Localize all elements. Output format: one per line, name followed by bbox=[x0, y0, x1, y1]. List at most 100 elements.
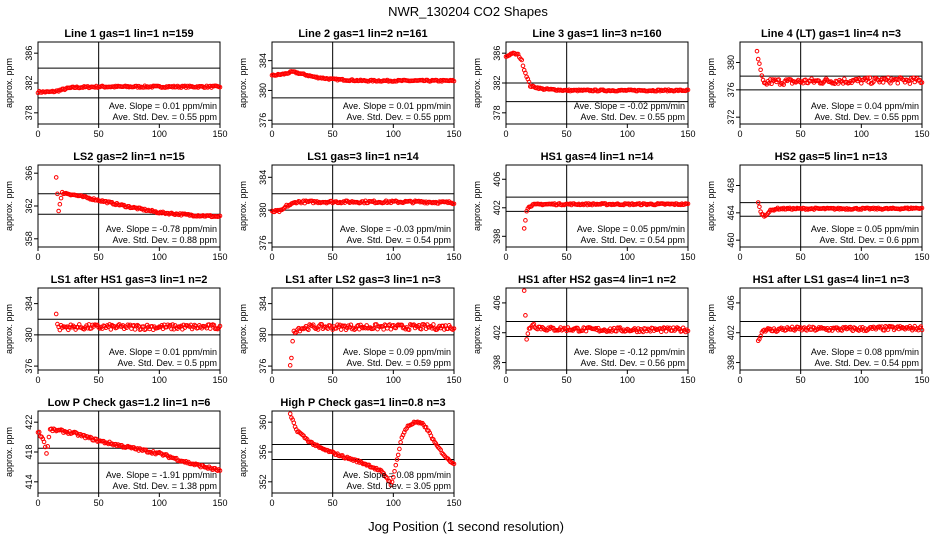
y-tick-label: 406 bbox=[492, 295, 502, 310]
panel-14: High P Check gas=1 lin=0.8 n=3 0 50 100 150 3… bbox=[238, 397, 462, 508]
data-point bbox=[855, 78, 860, 84]
data-point bbox=[169, 326, 174, 332]
data-point bbox=[57, 327, 63, 333]
y-axis-label: approx. ppm bbox=[472, 58, 482, 108]
data-point bbox=[919, 80, 925, 85]
data-point bbox=[888, 80, 893, 86]
x-tick-label: 50 bbox=[796, 129, 806, 139]
panel-title: HS1 gas=4 lin=1 n=14 bbox=[541, 151, 655, 163]
std-dev-annotation: Ave. Std. Dev. = 1.38 ppm bbox=[113, 481, 217, 491]
y-axis-label: approx. ppm bbox=[4, 427, 14, 477]
x-tick-label: 50 bbox=[328, 498, 338, 508]
data-point bbox=[451, 201, 457, 207]
std-dev-annotation: Ave. Std. Dev. = 0.5 ppm bbox=[118, 358, 217, 368]
data-point bbox=[289, 355, 294, 361]
y-tick-label: 380 bbox=[258, 327, 268, 342]
std-dev-annotation: Ave. Std. Dev. = 0.88 ppm bbox=[113, 235, 217, 245]
x-tick-label: 150 bbox=[446, 375, 461, 385]
data-point bbox=[167, 322, 173, 328]
x-tick-label: 50 bbox=[328, 375, 338, 385]
data-point bbox=[525, 331, 531, 336]
data-point bbox=[392, 468, 397, 474]
y-tick-label: 362 bbox=[24, 198, 34, 213]
y-tick-label: 380 bbox=[24, 327, 34, 342]
data-point bbox=[301, 433, 306, 438]
data-point bbox=[759, 73, 765, 78]
y-tick-label: 384 bbox=[258, 53, 268, 68]
slope-annotation: Ave. Slope = 0.08 ppm/min bbox=[811, 347, 919, 357]
y-tick-label: 384 bbox=[258, 170, 268, 185]
data-point bbox=[685, 87, 691, 93]
panel-title: LS2 gas=2 lin=1 n=15 bbox=[73, 151, 185, 163]
data-point bbox=[521, 288, 527, 293]
y-tick-label: 366 bbox=[24, 166, 34, 181]
y-axis-label: approx. ppm bbox=[4, 181, 14, 231]
data-point bbox=[685, 201, 691, 207]
x-tick-label: 150 bbox=[446, 129, 461, 139]
x-tick-label: 0 bbox=[737, 375, 742, 385]
panel-1: Line 1 gas=1 lin=1 n=159 0 50 100 150 378 382 3… bbox=[4, 28, 228, 139]
y-tick-label: 418 bbox=[24, 444, 34, 459]
x-tick-label: 150 bbox=[212, 375, 227, 385]
x-tick-label: 0 bbox=[503, 129, 508, 139]
std-dev-annotation: Ave. Std. Dev. = 0.55 ppm bbox=[815, 112, 919, 122]
y-tick-label: 356 bbox=[258, 444, 268, 459]
data-point bbox=[894, 76, 899, 82]
x-tick-label: 100 bbox=[386, 498, 401, 508]
data-point bbox=[880, 80, 886, 85]
x-tick-label: 0 bbox=[269, 375, 274, 385]
data-point bbox=[290, 338, 295, 344]
data-point bbox=[523, 70, 528, 76]
x-tick-label: 150 bbox=[914, 129, 929, 139]
y-tick-label: 380 bbox=[258, 83, 268, 98]
x-tick-label: 0 bbox=[35, 129, 40, 139]
plot-frame bbox=[739, 287, 923, 371]
x-tick-label: 50 bbox=[94, 498, 104, 508]
data-point bbox=[53, 175, 59, 180]
x-tick-label: 150 bbox=[680, 375, 695, 385]
data-point bbox=[895, 80, 901, 86]
panel-title: Line 2 gas=1 lin=2 n=161 bbox=[298, 28, 427, 40]
x-tick-label: 50 bbox=[328, 252, 338, 262]
y-tick-label: 468 bbox=[726, 178, 736, 193]
data-point bbox=[919, 205, 925, 211]
std-dev-annotation: Ave. Std. Dev. = 0.55 ppm bbox=[581, 112, 685, 122]
data-point bbox=[431, 322, 436, 327]
y-tick-label: 376 bbox=[258, 113, 268, 128]
y-tick-label: 422 bbox=[24, 415, 34, 430]
panel-title: LS1 gas=3 lin=1 n=14 bbox=[307, 151, 419, 163]
data-point bbox=[521, 226, 527, 231]
data-point bbox=[143, 447, 149, 453]
x-tick-label: 50 bbox=[562, 375, 572, 385]
std-dev-annotation: Ave. Std. Dev. = 3.05 ppm bbox=[347, 481, 451, 491]
y-tick-label: 376 bbox=[24, 359, 34, 374]
panel-10: LS1 after LS2 gas=3 lin=1 n=3 0 50 100 150 37… bbox=[238, 274, 462, 385]
data-point bbox=[406, 327, 412, 333]
y-tick-label: 414 bbox=[24, 474, 34, 489]
data-point bbox=[108, 327, 114, 332]
y-tick-label: 360 bbox=[258, 415, 268, 430]
y-tick-label: 376 bbox=[258, 359, 268, 374]
data-point bbox=[650, 326, 656, 331]
y-axis-label: approx. ppm bbox=[706, 58, 716, 108]
slope-annotation: Ave. Slope = 0.05 ppm/min bbox=[577, 224, 685, 234]
data-point bbox=[358, 322, 363, 328]
std-dev-annotation: Ave. Std. Dev. = 0.6 ppm bbox=[820, 235, 919, 245]
panel-7: HS1 gas=4 lin=1 n=14 0 50 100 150 398 402 406 ap… bbox=[472, 151, 696, 262]
panel-title: HS1 after HS2 gas=4 lin=1 n=2 bbox=[518, 274, 676, 286]
y-tick-label: 398 bbox=[492, 229, 502, 244]
y-axis-label: approx. ppm bbox=[472, 304, 482, 354]
data-point bbox=[46, 434, 52, 440]
y-tick-label: 386 bbox=[492, 46, 502, 61]
slope-annotation: Ave. Slope = 0.01 ppm/min bbox=[343, 101, 451, 111]
y-tick-label: 460 bbox=[726, 233, 736, 248]
x-tick-label: 50 bbox=[94, 375, 104, 385]
x-tick-label: 100 bbox=[152, 375, 167, 385]
x-tick-label: 150 bbox=[446, 252, 461, 262]
data-point bbox=[755, 200, 761, 205]
data-point bbox=[758, 67, 763, 73]
x-tick-label: 0 bbox=[35, 498, 40, 508]
data-point bbox=[55, 191, 60, 197]
data-point bbox=[58, 195, 64, 201]
x-tick-label: 0 bbox=[269, 252, 274, 262]
